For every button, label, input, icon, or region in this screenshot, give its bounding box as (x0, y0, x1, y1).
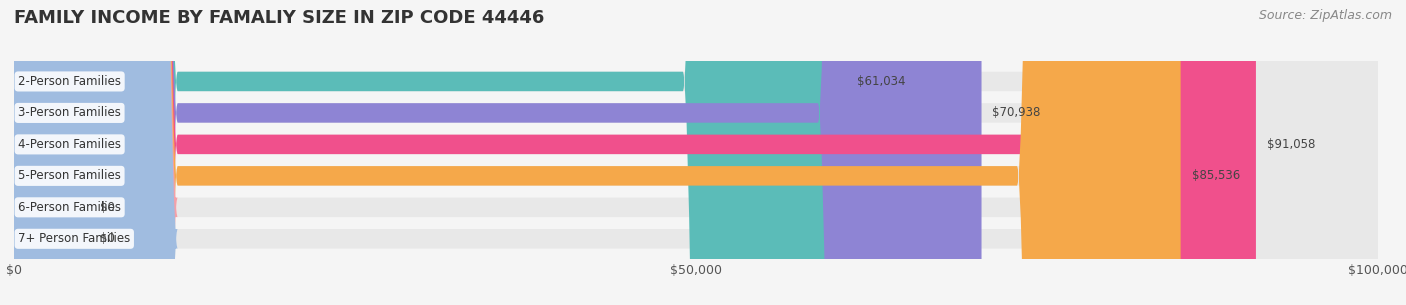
FancyBboxPatch shape (0, 0, 177, 305)
Text: 6-Person Families: 6-Person Families (18, 201, 121, 214)
Text: $61,034: $61,034 (858, 75, 905, 88)
Text: 3-Person Families: 3-Person Families (18, 106, 121, 120)
FancyBboxPatch shape (14, 0, 1181, 305)
FancyBboxPatch shape (14, 0, 1256, 305)
FancyBboxPatch shape (14, 0, 981, 305)
FancyBboxPatch shape (14, 0, 1378, 305)
FancyBboxPatch shape (14, 0, 1378, 305)
Text: Source: ZipAtlas.com: Source: ZipAtlas.com (1258, 9, 1392, 22)
Text: $85,536: $85,536 (1191, 169, 1240, 182)
FancyBboxPatch shape (14, 0, 1378, 305)
Text: $70,938: $70,938 (993, 106, 1040, 120)
Text: 5-Person Families: 5-Person Families (18, 169, 121, 182)
Text: 7+ Person Families: 7+ Person Families (18, 232, 131, 245)
Text: 2-Person Families: 2-Person Families (18, 75, 121, 88)
FancyBboxPatch shape (14, 0, 1378, 305)
FancyBboxPatch shape (14, 0, 1378, 305)
FancyBboxPatch shape (14, 0, 1378, 305)
Text: $0: $0 (100, 232, 115, 245)
Text: $0: $0 (100, 201, 115, 214)
FancyBboxPatch shape (14, 0, 846, 305)
FancyBboxPatch shape (0, 0, 177, 305)
Text: 4-Person Families: 4-Person Families (18, 138, 121, 151)
Text: FAMILY INCOME BY FAMALIY SIZE IN ZIP CODE 44446: FAMILY INCOME BY FAMALIY SIZE IN ZIP COD… (14, 9, 544, 27)
Text: $91,058: $91,058 (1267, 138, 1315, 151)
